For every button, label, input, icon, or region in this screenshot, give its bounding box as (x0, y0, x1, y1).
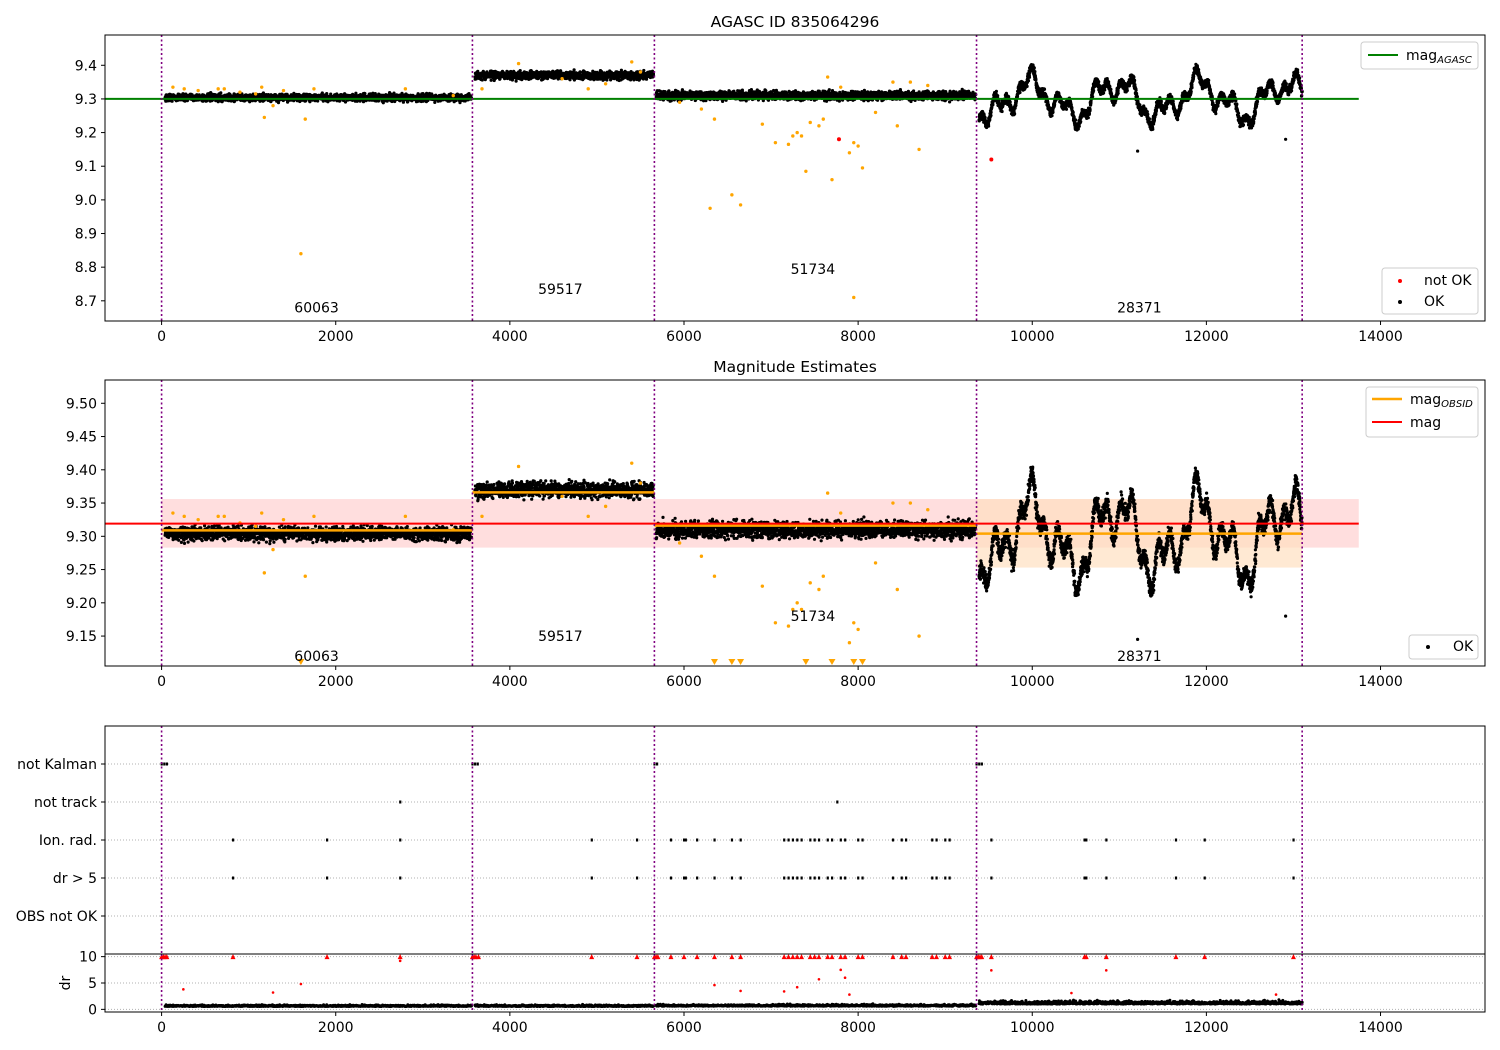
p1-ok-point (989, 110, 993, 114)
p1-ok-point (433, 100, 437, 104)
p1-ok-point (376, 99, 381, 103)
chart-title-1: AGASC ID 835064296 (711, 13, 880, 31)
p1-ok-point (642, 68, 646, 73)
p1-ok-point (170, 99, 174, 103)
p1-ok-point (343, 100, 348, 104)
p1-ok-point (983, 116, 987, 120)
p1-ok-point (518, 69, 522, 73)
p1-ok-point (325, 92, 329, 96)
p1-ok-point (837, 99, 842, 103)
p1-ok-point (320, 91, 324, 95)
p1-ok-point (827, 88, 831, 92)
p1-ok-point (991, 103, 995, 107)
p1-ok-point (421, 92, 425, 96)
p1-ok-point (381, 101, 385, 105)
p1-ok-point (371, 91, 375, 95)
dr-ylabel: dr (58, 975, 74, 990)
p1-ok-point (1000, 109, 1004, 114)
p1-ok-point (994, 89, 999, 93)
p1-ok-point (292, 91, 296, 95)
p1-ok-point (572, 68, 576, 72)
p1-ok-point (276, 101, 281, 105)
p1-ok-point (987, 124, 991, 128)
p1-ok-point (363, 92, 367, 96)
p1-ok-point (326, 100, 330, 104)
p1-ok-point (578, 70, 582, 74)
p1-ok-point (989, 113, 993, 118)
chart-title-2: Magnitude Estimates (713, 358, 877, 376)
p1-ok-point (308, 100, 312, 104)
p1-ok-point (514, 79, 518, 83)
p1-ok-points (163, 62, 1304, 153)
p1-ok-point (392, 91, 396, 95)
p1-ok-point (354, 91, 358, 95)
p1-ok-point (219, 91, 223, 95)
p1-ok-point (430, 92, 434, 96)
